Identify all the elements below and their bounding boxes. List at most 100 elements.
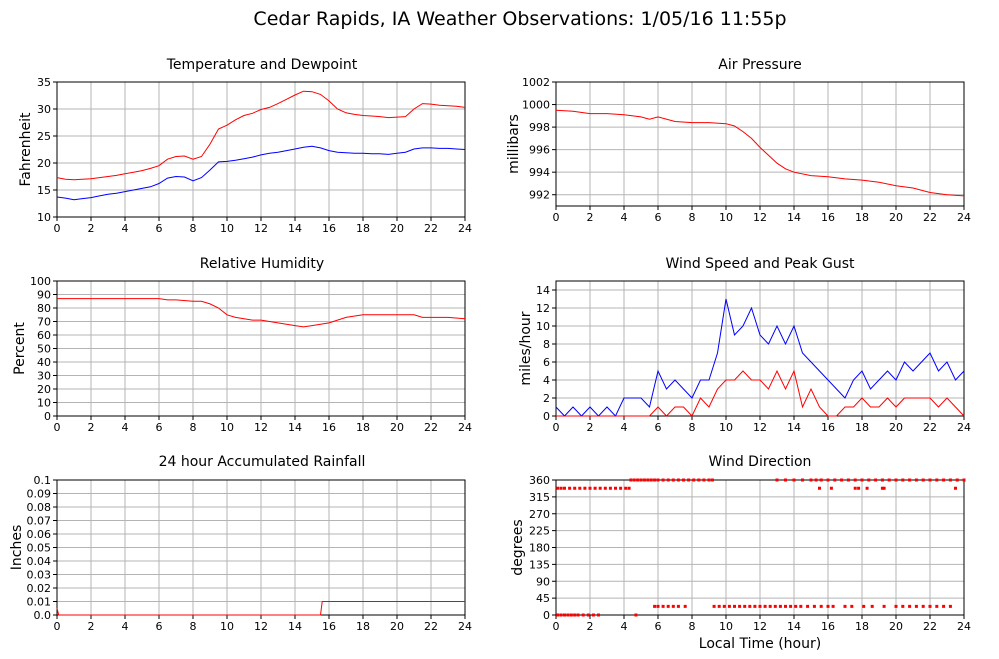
x-tick-label: 6 <box>655 211 662 224</box>
x-tick-label: 2 <box>587 620 594 633</box>
data-point <box>614 486 617 490</box>
x-tick-label: 22 <box>923 620 937 633</box>
data-point <box>763 604 767 608</box>
x-tick-label: 4 <box>621 211 628 224</box>
x-tick-label: 18 <box>855 620 869 633</box>
data-point <box>593 486 597 490</box>
data-point <box>743 604 747 608</box>
data-point <box>712 604 716 608</box>
y-tick-label: 45 <box>536 592 550 605</box>
data-point <box>619 486 623 490</box>
data-point <box>591 613 595 617</box>
data-point <box>908 478 912 482</box>
data-point <box>683 604 687 608</box>
data-point <box>753 604 757 608</box>
series-line-red <box>556 369 965 417</box>
x-tick-label: 4 <box>122 620 129 633</box>
data-point <box>661 478 665 482</box>
data-point <box>806 604 810 608</box>
y-tick-label: 6 <box>543 356 550 369</box>
y-tick-label: 8 <box>543 338 550 351</box>
data-point <box>634 613 638 617</box>
x-tick-label: 0 <box>54 620 61 633</box>
x-tick-label: 4 <box>621 421 628 434</box>
x-tick-label: 6 <box>655 620 662 633</box>
y-tick-label: 20 <box>37 383 51 396</box>
y-tick-label: 40 <box>37 356 51 369</box>
x-tick-label: 20 <box>390 421 404 434</box>
data-point <box>901 604 905 608</box>
data-point <box>914 604 918 608</box>
x-tick-label: 18 <box>356 222 370 235</box>
data-point <box>597 613 600 617</box>
data-point <box>880 486 884 490</box>
data-point <box>649 478 653 482</box>
y-axis-label: Fahrenheit <box>18 112 34 187</box>
x-tick-label: 24 <box>957 421 971 434</box>
x-tick-label: 4 <box>621 620 628 633</box>
y-tick-label: 0.05 <box>27 542 52 555</box>
x-tick-label: 10 <box>719 620 733 633</box>
x-tick-label: 12 <box>254 222 268 235</box>
y-tick-label: 0 <box>543 410 550 423</box>
y-axis-label: miles/hour <box>518 311 534 385</box>
data-point <box>624 486 628 490</box>
y-tick-label: 0.06 <box>27 528 52 541</box>
x-tick-label: 16 <box>821 211 835 224</box>
x-tick-label: 18 <box>855 421 869 434</box>
data-point <box>794 604 798 608</box>
x-tick-label: 16 <box>821 620 835 633</box>
x-tick-label: 24 <box>458 620 472 633</box>
panel-title: Air Pressure <box>718 57 801 73</box>
data-point <box>901 478 905 482</box>
x-tick-label: 16 <box>322 421 336 434</box>
x-tick-label: 12 <box>753 620 767 633</box>
y-axis-label: millibars <box>506 114 522 174</box>
data-point <box>908 604 912 608</box>
data-point <box>814 478 818 482</box>
data-point <box>573 486 577 490</box>
y-tick-label: 0 <box>543 609 550 622</box>
data-point <box>789 604 793 608</box>
x-tick-label: 16 <box>821 421 835 434</box>
data-point <box>818 486 821 490</box>
data-point <box>676 604 680 608</box>
x-tick-label: 10 <box>719 421 733 434</box>
data-point <box>948 604 952 608</box>
y-tick-label: 315 <box>529 491 550 504</box>
panel-title: Temperature and Dewpoint <box>166 57 358 73</box>
data-point <box>775 478 779 482</box>
y-tick-label: 60 <box>37 329 51 342</box>
x-tick-label: 6 <box>655 421 662 434</box>
data-point <box>608 486 612 490</box>
relative-humidity-panel: Relative Humidity 0 2 4 6 8 10 12 14 16 18 20 22 240… <box>12 256 472 434</box>
rainfall-panel: 24 hour Accumulated Rainfall 0 2 4 6 8 10 12 14… <box>9 454 472 633</box>
data-point <box>738 604 742 608</box>
x-tick-label: 2 <box>88 222 95 235</box>
data-point <box>556 613 560 617</box>
y-tick-label: 360 <box>529 474 550 487</box>
y-tick-label: 0.08 <box>27 501 52 514</box>
y-axis-label: degrees <box>510 519 526 575</box>
data-point <box>598 486 602 490</box>
data-point <box>632 478 636 482</box>
data-point <box>727 604 731 608</box>
temperature-dewpoint-panel: Temperature and Dewpoint 0 2 4 6 8 10 12 14 16 18… <box>18 57 472 235</box>
series-line-blue <box>56 145 466 201</box>
x-tick-label: 0 <box>553 211 560 224</box>
x-tick-label: 16 <box>322 222 336 235</box>
y-tick-label: 0.07 <box>27 515 52 528</box>
data-point <box>955 478 959 482</box>
data-point <box>853 486 857 490</box>
data-point <box>653 478 657 482</box>
data-point <box>556 486 560 490</box>
y-tick-label: 225 <box>529 525 550 538</box>
data-point <box>656 478 660 482</box>
data-point <box>666 604 670 608</box>
air-pressure-panel: Air Pressure 0 2 4 6 8 10 12 14 16 18 20 22 24992994… <box>506 57 971 224</box>
data-point <box>846 478 850 482</box>
x-tick-label: 20 <box>889 421 903 434</box>
y-tick-label: 14 <box>536 284 550 297</box>
x-tick-label: 4 <box>122 222 129 235</box>
